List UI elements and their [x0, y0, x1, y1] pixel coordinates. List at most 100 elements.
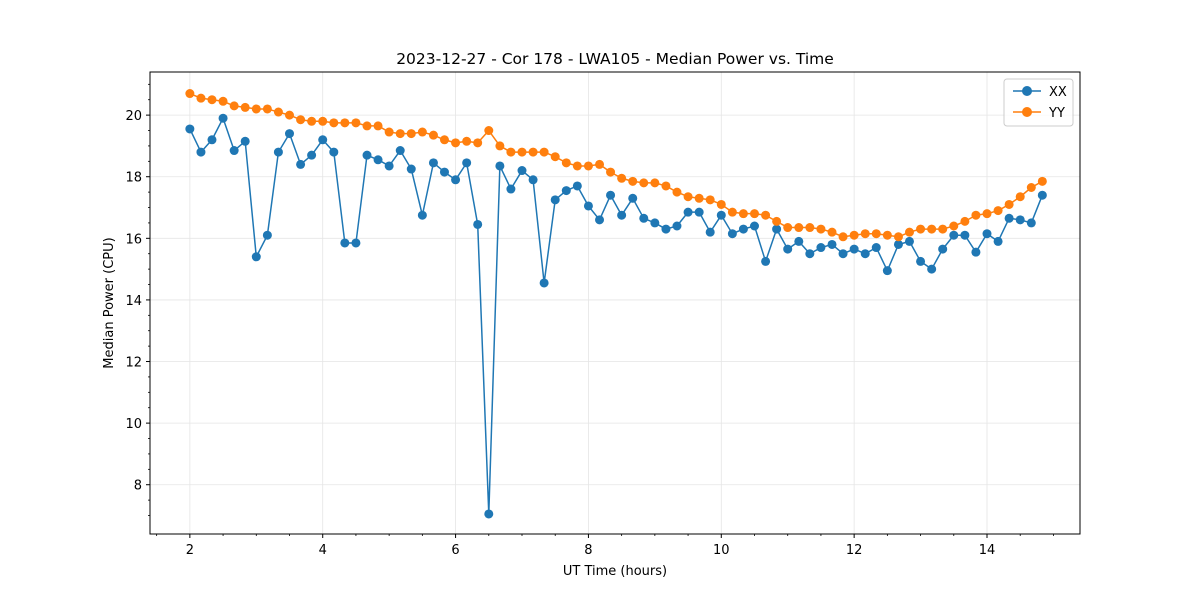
y-tick-label: 16 — [125, 232, 142, 247]
data-point-yy — [938, 224, 948, 234]
data-point-xx — [583, 201, 593, 211]
data-point-yy — [738, 209, 748, 219]
data-point-yy — [417, 127, 427, 137]
data-point-yy — [882, 230, 892, 240]
data-point-xx — [617, 210, 627, 220]
data-point-xx — [506, 184, 516, 194]
data-point-yy — [528, 147, 538, 157]
data-point-xx — [595, 215, 605, 225]
data-point-yy — [606, 167, 616, 177]
data-point-yy — [1015, 192, 1025, 202]
data-point-xx — [860, 249, 870, 259]
data-point-xx — [927, 264, 937, 274]
data-point-xx — [462, 158, 472, 168]
x-tick-label: 4 — [319, 543, 327, 558]
data-point-yy — [318, 116, 328, 126]
data-point-xx — [683, 207, 693, 217]
y-tick-label: 8 — [134, 479, 142, 494]
data-point-yy — [816, 224, 826, 234]
x-axis-label: UT Time (hours) — [563, 564, 667, 579]
data-point-yy — [650, 178, 660, 188]
data-point-xx — [318, 135, 328, 145]
data-point-yy — [517, 147, 527, 157]
data-point-yy — [395, 129, 405, 139]
data-point-xx — [672, 221, 682, 231]
data-point-xx — [750, 221, 759, 231]
data-point-xx — [251, 252, 261, 262]
data-point-yy — [860, 229, 870, 239]
data-point-xx — [871, 243, 881, 253]
data-point-yy — [871, 229, 881, 239]
data-point-yy — [827, 227, 837, 237]
chart-title: 2023-12-27 - Cor 178 - LWA105 - Median P… — [396, 50, 834, 68]
data-point-xx — [495, 161, 505, 171]
data-point-yy — [949, 221, 959, 231]
data-point-yy — [451, 138, 461, 148]
data-point-xx — [196, 147, 206, 157]
data-point-yy — [550, 152, 560, 162]
data-point-xx — [362, 150, 372, 160]
data-point-xx — [484, 509, 494, 519]
data-point-yy — [351, 118, 361, 128]
data-point-yy — [384, 127, 394, 137]
data-point-xx — [904, 236, 914, 246]
data-point-xx — [285, 129, 294, 139]
data-point-yy — [561, 158, 571, 168]
data-point-yy — [628, 176, 638, 186]
data-point-xx — [406, 164, 416, 174]
x-tick-label: 10 — [713, 543, 730, 558]
data-point-yy — [340, 118, 350, 128]
x-tick-label: 14 — [979, 543, 996, 558]
series-line-xx — [189, 117, 1044, 515]
data-point-yy — [761, 210, 771, 220]
data-point-xx — [218, 113, 228, 123]
data-point-xx — [971, 247, 981, 257]
data-point-xx — [207, 135, 217, 145]
data-point-xx — [307, 150, 317, 160]
data-point-yy — [783, 223, 793, 233]
data-point-xx — [1004, 213, 1014, 223]
data-point-yy — [982, 209, 992, 219]
data-point-xx — [938, 244, 948, 254]
y-tick-label: 18 — [125, 171, 142, 186]
data-point-yy — [893, 232, 903, 242]
data-point-xx — [849, 244, 859, 254]
data-point-xx — [705, 227, 715, 237]
data-point-xx — [661, 224, 671, 234]
x-tick-label: 8 — [584, 543, 592, 558]
data-point-yy — [705, 195, 715, 205]
data-point-xx — [395, 146, 405, 156]
data-point-xx — [738, 224, 748, 234]
data-point-xx — [949, 230, 959, 240]
plot-frame — [149, 71, 1081, 535]
data-point-xx — [240, 136, 250, 146]
data-point-xx — [650, 218, 660, 228]
data-point-xx — [296, 159, 306, 169]
data-point-yy — [428, 130, 438, 140]
data-point-xx — [572, 181, 582, 191]
data-point-yy — [694, 193, 704, 203]
y-axis-label: Median Power (CPU) — [102, 237, 117, 368]
data-point-yy — [1004, 199, 1014, 209]
data-point-yy — [572, 161, 582, 171]
data-point-yy — [993, 206, 1003, 216]
data-point-yy — [373, 121, 383, 131]
data-point-xx — [417, 210, 427, 220]
data-point-xx — [628, 193, 638, 203]
data-point-yy — [583, 161, 593, 171]
data-point-yy — [805, 223, 815, 233]
data-point-xx — [351, 238, 361, 248]
data-point-xx — [805, 249, 815, 259]
data-point-yy — [794, 223, 804, 233]
y-tick-label: 12 — [125, 356, 142, 371]
data-point-xx — [783, 244, 793, 254]
data-point-yy — [927, 224, 937, 234]
data-point-yy — [639, 178, 649, 188]
data-point-xx — [340, 238, 350, 248]
legend-marker-xx — [1022, 86, 1032, 96]
data-point-yy — [495, 141, 505, 151]
data-point-xx — [960, 230, 970, 240]
data-point-yy — [916, 224, 926, 234]
data-point-xx — [428, 158, 438, 168]
data-point-xx — [439, 167, 449, 177]
